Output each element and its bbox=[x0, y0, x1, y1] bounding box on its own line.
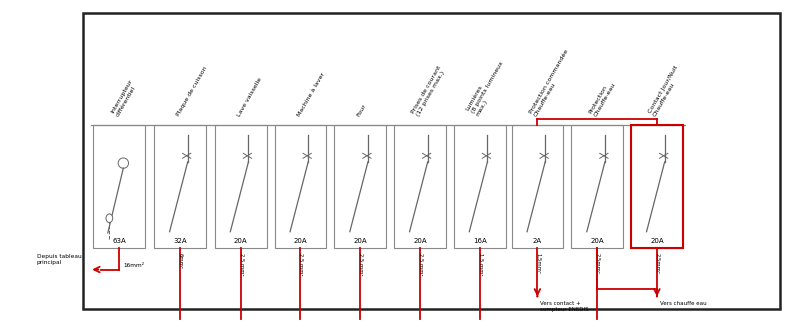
Text: 2.5 mm²: 2.5 mm² bbox=[238, 253, 244, 275]
Text: 20A: 20A bbox=[354, 238, 367, 244]
Text: Protection
Chauffe-eau: Protection Chauffe-eau bbox=[588, 78, 616, 117]
Text: 20A: 20A bbox=[413, 238, 426, 244]
Bar bbox=[631, 125, 682, 248]
Text: Vers chauffe eau: Vers chauffe eau bbox=[660, 301, 706, 306]
Text: Machine à laver: Machine à laver bbox=[296, 71, 326, 117]
Text: 1.5mm²: 1.5mm² bbox=[535, 253, 541, 274]
Bar bbox=[274, 125, 326, 248]
Text: Interrupteur
différentiel: Interrupteur différentiel bbox=[110, 78, 138, 117]
Bar bbox=[511, 125, 563, 248]
Text: Prises de courant
(12 prises max.): Prises de courant (12 prises max.) bbox=[410, 65, 447, 117]
Text: 2.5 mm²: 2.5 mm² bbox=[418, 253, 423, 275]
Bar bbox=[83, 13, 780, 309]
Text: 16mm²: 16mm² bbox=[123, 263, 144, 267]
Text: Vers contact +
compteur ENEDIS: Vers contact + compteur ENEDIS bbox=[541, 301, 589, 312]
Bar bbox=[631, 125, 682, 248]
Text: Depuis tableau
principal: Depuis tableau principal bbox=[37, 254, 82, 265]
Text: 1.5 mm²: 1.5 mm² bbox=[478, 253, 482, 275]
Text: 2.5mm²: 2.5mm² bbox=[595, 253, 600, 274]
Text: Plaque de cuisson: Plaque de cuisson bbox=[176, 66, 208, 117]
Text: Protection commandée
Chauffe-eau: Protection commandée Chauffe-eau bbox=[528, 48, 574, 117]
Text: 2.5 mm²: 2.5 mm² bbox=[298, 253, 303, 275]
Bar bbox=[214, 125, 266, 248]
Bar bbox=[94, 125, 145, 248]
Bar bbox=[154, 125, 206, 248]
Text: 20A: 20A bbox=[590, 238, 604, 244]
Text: 2A: 2A bbox=[533, 238, 542, 244]
Bar bbox=[394, 125, 446, 248]
Bar bbox=[454, 125, 506, 248]
Text: 2.5 mm²: 2.5 mm² bbox=[358, 253, 363, 275]
Text: 20A: 20A bbox=[234, 238, 247, 244]
Bar bbox=[571, 125, 623, 248]
Text: 2.5mm²: 2.5mm² bbox=[655, 253, 660, 274]
Text: 20A: 20A bbox=[294, 238, 307, 244]
Text: 6mm²: 6mm² bbox=[178, 253, 183, 268]
Text: Four: Four bbox=[356, 103, 367, 117]
Text: Lave vaisselle: Lave vaisselle bbox=[236, 77, 262, 117]
Text: Contact Jour/Nuit
Chauffe-eau: Contact Jour/Nuit Chauffe-eau bbox=[647, 65, 684, 117]
Text: 32A: 32A bbox=[173, 238, 186, 244]
Text: 16A: 16A bbox=[473, 238, 486, 244]
Bar bbox=[334, 125, 386, 248]
Text: 20A: 20A bbox=[650, 238, 664, 244]
Ellipse shape bbox=[106, 214, 113, 223]
Text: 63A: 63A bbox=[112, 238, 126, 244]
Text: Lumières
(8 points lumineux
max.): Lumières (8 points lumineux max.) bbox=[466, 58, 509, 117]
